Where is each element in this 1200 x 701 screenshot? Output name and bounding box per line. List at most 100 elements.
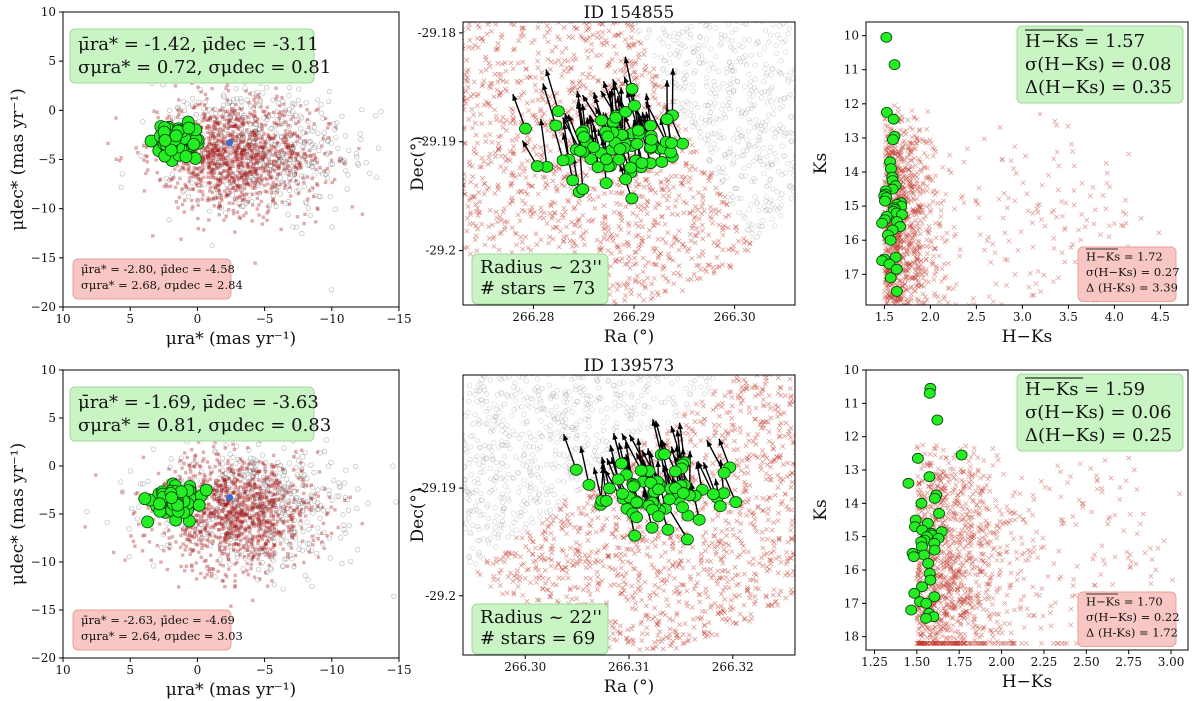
row1-sky-grey-star [718, 169, 724, 175]
row1-pm-field-point [307, 162, 313, 168]
row1-pm-field-point [260, 151, 266, 157]
row1-pm-field-point [288, 132, 294, 138]
row1-sky-red-star [650, 245, 656, 251]
row1-pm-field-point [363, 160, 369, 166]
row1-pm-source-point [234, 102, 238, 107]
row1-pm-source-point [260, 127, 264, 131]
row1-pm-source-point [205, 126, 209, 130]
row1-sky-red-star [643, 177, 649, 183]
row1-sky-red-star [545, 39, 551, 45]
row1-sky-grey-star [675, 34, 681, 40]
row1-sky-grey-star [769, 216, 775, 222]
row1-pm-source-point [238, 171, 242, 175]
row1-pm-source-point [315, 183, 320, 187]
row1-pm-field-point [321, 130, 327, 136]
row1-sky-red-star [691, 149, 697, 155]
row1-pm-field-point [301, 139, 308, 145]
row1-sky-red-star [631, 41, 637, 47]
row1-pm-field-point [226, 99, 233, 105]
row1-sky-grey-star [767, 149, 773, 155]
row1-sky-red-star [661, 104, 667, 110]
row1-sky-red-star [652, 81, 658, 87]
row1-sky-pm-arrowhead [623, 76, 630, 84]
row1-sky-grey-star [730, 45, 736, 52]
row1-pm-source-point [245, 181, 249, 186]
row1-sky-grey-star [688, 107, 694, 113]
row1-pm-field-point [266, 152, 272, 159]
row1-pm-source-point [238, 107, 242, 111]
row1-sky-ytick-label: -29.18 [418, 26, 456, 40]
row1-sky-red-star [495, 71, 501, 77]
row1-sky-grey-star [801, 115, 806, 120]
row1-sky-grey-star [690, 45, 696, 51]
row1-pm-source-point [224, 158, 229, 163]
row1-sky-grey-star [695, 46, 702, 52]
row1-sky-grey-star [768, 99, 774, 105]
row1-sky-red-star [433, 196, 437, 200]
row1-pm-field-point [223, 210, 229, 216]
row1-sky-grey-star [803, 82, 808, 87]
row1-pm-source-point [173, 84, 178, 88]
row1-pm-source-point [270, 136, 274, 140]
row1-cmd-field-star [931, 277, 937, 283]
row1-pm-source-point [190, 171, 194, 176]
row1-sky-red-star [496, 147, 502, 153]
row1-sky-red-star [640, 224, 646, 230]
row1-cmd-field-star [898, 238, 904, 244]
row1-sky-red-star [499, 61, 505, 67]
row1-sky-red-star [594, 53, 599, 59]
row1-pm-source-point [291, 115, 295, 119]
row1-sky-grey-star [777, 128, 783, 134]
row1-sky-red-star [537, 22, 543, 24]
row1-pm-field-point [140, 119, 146, 125]
row1-sky-red-star [468, 6, 472, 10]
row1-sky-grey-star [697, 129, 703, 135]
row1-pm-source-point [275, 173, 280, 177]
row1-sky-grey-star [726, 96, 732, 102]
row1-pm-source-point [233, 122, 238, 127]
row1-sky-red-star [702, 186, 708, 192]
row1-pm-source-point [305, 175, 310, 179]
row1-sky-red-star [672, 234, 678, 240]
row1-pm-source-point [239, 156, 243, 161]
row1-sky-grey-star [780, 153, 787, 159]
row1-pm-source-point [196, 203, 200, 208]
row1-pm-xtick-label: 5 [126, 312, 134, 326]
row1-sky-red-star [681, 210, 687, 216]
row1-sky-red-star [465, 204, 471, 210]
row1-cmd-field-star [907, 124, 913, 130]
row1-pm-source-point [290, 143, 294, 148]
row1-pm-ylabel: μdec* (mas yr⁻¹) [8, 88, 28, 231]
row1-pm-source-point [254, 171, 258, 176]
row1-cmd-field-star [911, 234, 917, 240]
row1-cmd-field-star [894, 313, 898, 317]
row1-pm-field-point [299, 115, 305, 121]
row1-sky-red-star [533, 231, 539, 237]
row1-pm-source-point [202, 115, 206, 119]
row1-pm-source-point [296, 166, 300, 171]
row1-pm-source-point [224, 150, 228, 154]
row1-pm-source-point [233, 197, 237, 202]
row1-sky-grey-star [671, 37, 677, 43]
row1-cmd-field-star [897, 127, 903, 133]
row1-pm-source-point [261, 153, 265, 157]
row1-pm-source-point [274, 160, 279, 164]
row1-pm-field-point [279, 118, 285, 124]
row1-sky-grey-star [726, 59, 732, 65]
row1-sky-grey-star [768, 162, 775, 168]
row1-sky-grey-star [705, 102, 711, 108]
row1-cmd-field-star [920, 243, 926, 249]
row1-sky-grey-star [698, 115, 704, 121]
row1-pm-source-point [235, 157, 239, 162]
row1-pm-source-point [177, 195, 182, 200]
row1-sky-grey-star [751, 85, 757, 91]
row1-pm-source-point [240, 121, 244, 125]
row1-sky-red-star [611, 43, 617, 49]
row1-sky-red-star [504, 219, 510, 225]
row1-sky-red-star [463, 185, 465, 191]
row1-pm-field-point [292, 101, 298, 107]
row1-pm-field-point [354, 154, 360, 160]
row1-cmd-field-star [899, 307, 903, 311]
row1-pm-source-point [254, 167, 258, 171]
row1-sky-member-star [595, 114, 608, 127]
